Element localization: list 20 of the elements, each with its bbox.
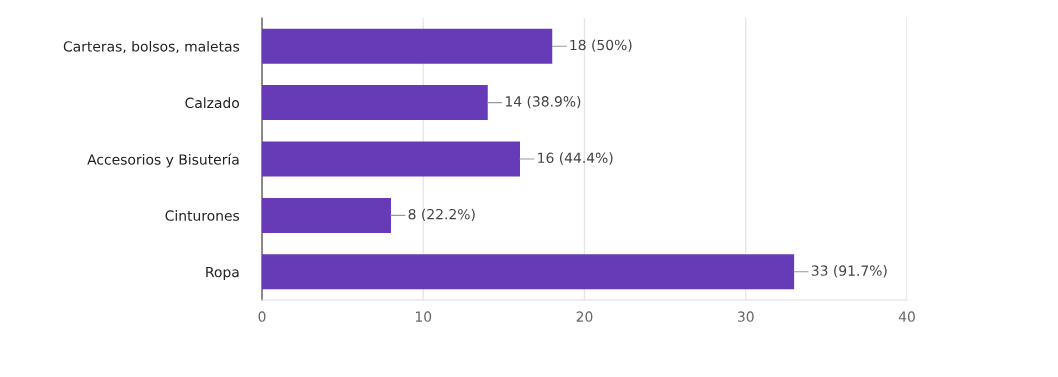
- data-label: 16 (44.4%): [538, 152, 613, 165]
- x-tick-label: 0: [258, 311, 266, 322]
- bar: [262, 141, 520, 177]
- y-tick-label: Calzado: [185, 97, 240, 109]
- y-tick-label: Ropa: [206, 266, 239, 280]
- bar: [262, 85, 488, 121]
- bar: [262, 254, 795, 290]
- x-tick-label: 30: [737, 311, 754, 322]
- data-label: 33 (91.7%): [811, 265, 887, 278]
- data-label: 14 (38.9%): [505, 95, 581, 109]
- bar: [262, 28, 553, 64]
- x-tick-label: 20: [576, 311, 593, 322]
- y-tick-label: Cinturones: [165, 210, 240, 221]
- x-tick-label: 40: [898, 311, 915, 322]
- bar: [262, 197, 391, 233]
- y-tick-label: Carteras, bolsos, maletas: [63, 40, 240, 54]
- y-tick-label: Accesorios y Bisutería: [87, 153, 239, 168]
- data-label: 8 (22.2%): [408, 208, 475, 222]
- data-label: 18 (50%): [570, 39, 632, 52]
- x-tick-label: 10: [415, 311, 432, 322]
